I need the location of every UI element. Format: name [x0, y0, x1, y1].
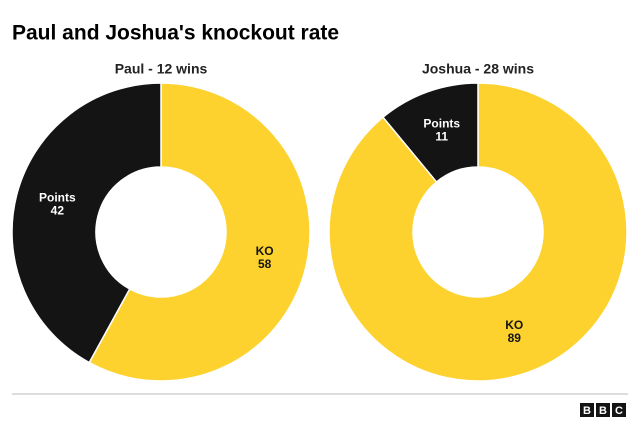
- logo-letter: B: [583, 405, 591, 417]
- donut-segment: [381, 82, 479, 183]
- logo-box: [596, 403, 610, 417]
- segment-label: KO: [505, 318, 523, 332]
- logo-letter: B: [599, 405, 607, 417]
- logo-box: [580, 403, 594, 417]
- page-title: Paul and Joshua's knockout rate: [12, 22, 339, 45]
- segment-label: Points: [39, 191, 76, 205]
- segment-label: KO: [256, 244, 274, 258]
- donut-segment: [11, 82, 162, 364]
- value-label: 89: [508, 331, 522, 345]
- chart-subtitle: Joshua - 28 wins: [422, 61, 534, 77]
- value-label: 58: [258, 257, 272, 271]
- logo-box: [612, 403, 626, 417]
- donut-segment: [328, 82, 628, 382]
- segment-label: Points: [423, 116, 460, 130]
- chart-subtitle: Paul - 12 wins: [115, 61, 208, 77]
- logo-letter: C: [615, 405, 623, 417]
- value-label: 11: [435, 129, 448, 143]
- value-label: 42: [51, 204, 65, 218]
- donut-segment: [88, 82, 311, 382]
